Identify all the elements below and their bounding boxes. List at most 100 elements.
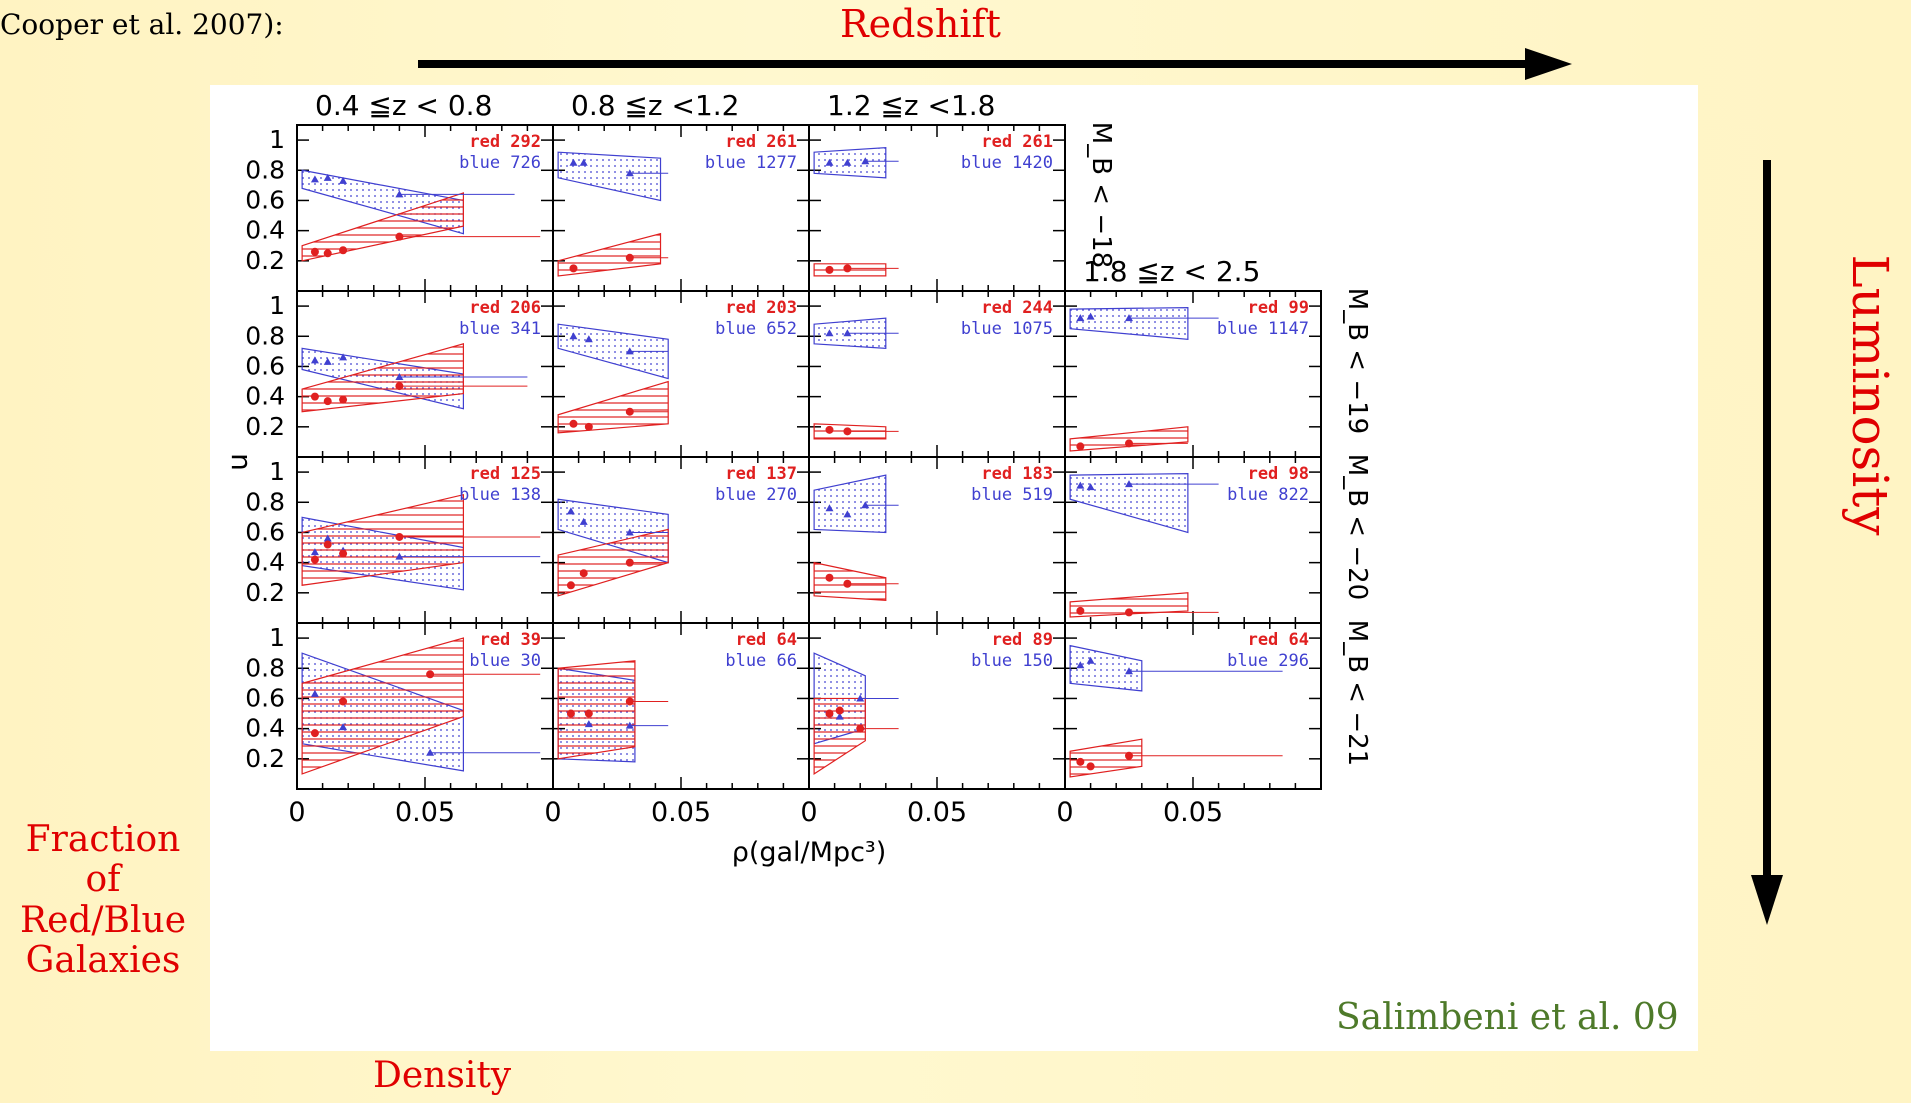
blue-point (310, 548, 319, 556)
blue-point (395, 552, 404, 560)
red-point (584, 422, 593, 431)
blue-point (861, 501, 870, 509)
red-count-label: red 206 (469, 298, 541, 318)
red-point (426, 670, 435, 679)
red-point (310, 392, 319, 401)
row-magnitude-label: M_B < −20 (1342, 454, 1372, 600)
blue-point (569, 158, 578, 166)
blue-band (813, 146, 887, 179)
blue-count-label: blue 341 (459, 319, 541, 339)
y-tick-label: 0.8 (245, 487, 285, 516)
blue-point (625, 347, 634, 355)
y-tick-label: 1 (269, 291, 285, 320)
red-count-label: red 39 (480, 630, 541, 650)
blue-point (825, 504, 834, 512)
red-band (557, 232, 662, 277)
blue-point (1086, 483, 1095, 491)
y-tick-label: 0.8 (245, 321, 285, 350)
blue-point (825, 158, 834, 166)
red-point (579, 569, 588, 578)
blue-point (584, 335, 593, 343)
red-count-label: red 244 (981, 298, 1053, 318)
red-point (395, 232, 404, 241)
blue-point (323, 534, 332, 542)
red-point (835, 706, 844, 715)
figure-panel: red 292 blue 726 red 261 blue 1277 red 261 bl… (210, 85, 1698, 1051)
blue-count-label: blue 138 (459, 485, 541, 505)
fraction-label-line: Red/Blue (19, 899, 187, 941)
blue-point (843, 158, 852, 166)
red-point (339, 697, 348, 706)
x-tick-label: 0.05 (1163, 797, 1223, 828)
red-point (310, 729, 319, 738)
red-point (339, 246, 348, 255)
row-magnitude-label: M_B < −21 (1342, 620, 1372, 766)
blue-count-label: blue 726 (459, 153, 541, 173)
redshift-label: Redshift (840, 2, 1001, 46)
blue-point (843, 329, 852, 337)
blue-count-label: blue 519 (971, 485, 1053, 505)
red-count-label: red 98 (1248, 464, 1309, 484)
red-point (843, 579, 852, 588)
blue-band (1069, 644, 1143, 692)
citation-text: Cooper et al. 2007): (0, 8, 284, 41)
red-point (323, 249, 332, 258)
red-band (557, 660, 636, 760)
red-count-label: red 261 (725, 132, 797, 152)
red-count-label: red 203 (725, 298, 797, 318)
blue-point (339, 176, 348, 184)
blue-count-label: blue 30 (469, 651, 541, 671)
red-point (1125, 608, 1133, 617)
blue-count-label: blue 1075 (961, 319, 1053, 339)
x-tick-label: 0 (288, 797, 305, 828)
blue-point (843, 510, 852, 518)
redshift-arrow (418, 48, 1572, 80)
red-point (310, 247, 319, 256)
red-point (625, 697, 634, 706)
red-count-label: red 64 (736, 630, 797, 650)
blue-point (395, 190, 404, 198)
blue-point (310, 356, 319, 364)
blue-point (579, 517, 588, 525)
red-count-label: red 99 (1248, 298, 1309, 318)
blue-point (625, 721, 634, 729)
blue-point (566, 507, 575, 515)
red-count-label: red 89 (992, 630, 1053, 650)
y-tick-label: 1 (269, 125, 285, 154)
red-point (825, 709, 834, 718)
y-tick-label: 0.4 (245, 382, 285, 411)
blue-count-label: blue 652 (715, 319, 797, 339)
blue-band (1069, 472, 1189, 534)
row-magnitude-label: M_B < −18 (1086, 122, 1116, 268)
fraction-label-line: Fraction (25, 819, 181, 860)
blue-point (1125, 314, 1133, 322)
y-tick-label: 0.4 (245, 216, 285, 245)
red-band (301, 493, 464, 586)
blue-point (339, 723, 348, 731)
red-point (323, 397, 332, 406)
blue-point (1125, 667, 1133, 675)
red-count-label: red 64 (1248, 630, 1309, 650)
red-band (301, 637, 464, 775)
blue-point (625, 169, 634, 177)
blue-count-label: blue 296 (1227, 651, 1309, 671)
blue-point (625, 528, 634, 536)
credit-label: Salimbeni et al. 09 (1336, 997, 1679, 1038)
y-tick-label: 0.2 (245, 744, 285, 773)
fraction-label-line: Galaxies (25, 939, 181, 981)
luminosity-label: Luminosity (1841, 254, 1899, 536)
blue-point (323, 173, 332, 181)
red-count-label: red 261 (981, 132, 1053, 152)
red-point (825, 425, 834, 434)
y-tick-label: 0.8 (245, 155, 285, 184)
x-tick-label: 0.05 (651, 797, 711, 828)
blue-point (1076, 314, 1085, 322)
blue-count-label: blue 1420 (961, 153, 1053, 173)
blue-count-label: blue 150 (971, 651, 1053, 671)
red-point (323, 540, 332, 549)
red-point (1125, 751, 1133, 760)
red-band (301, 343, 464, 413)
x-tick-label: 0 (1056, 797, 1073, 828)
red-point (566, 581, 575, 590)
red-point (843, 427, 852, 436)
